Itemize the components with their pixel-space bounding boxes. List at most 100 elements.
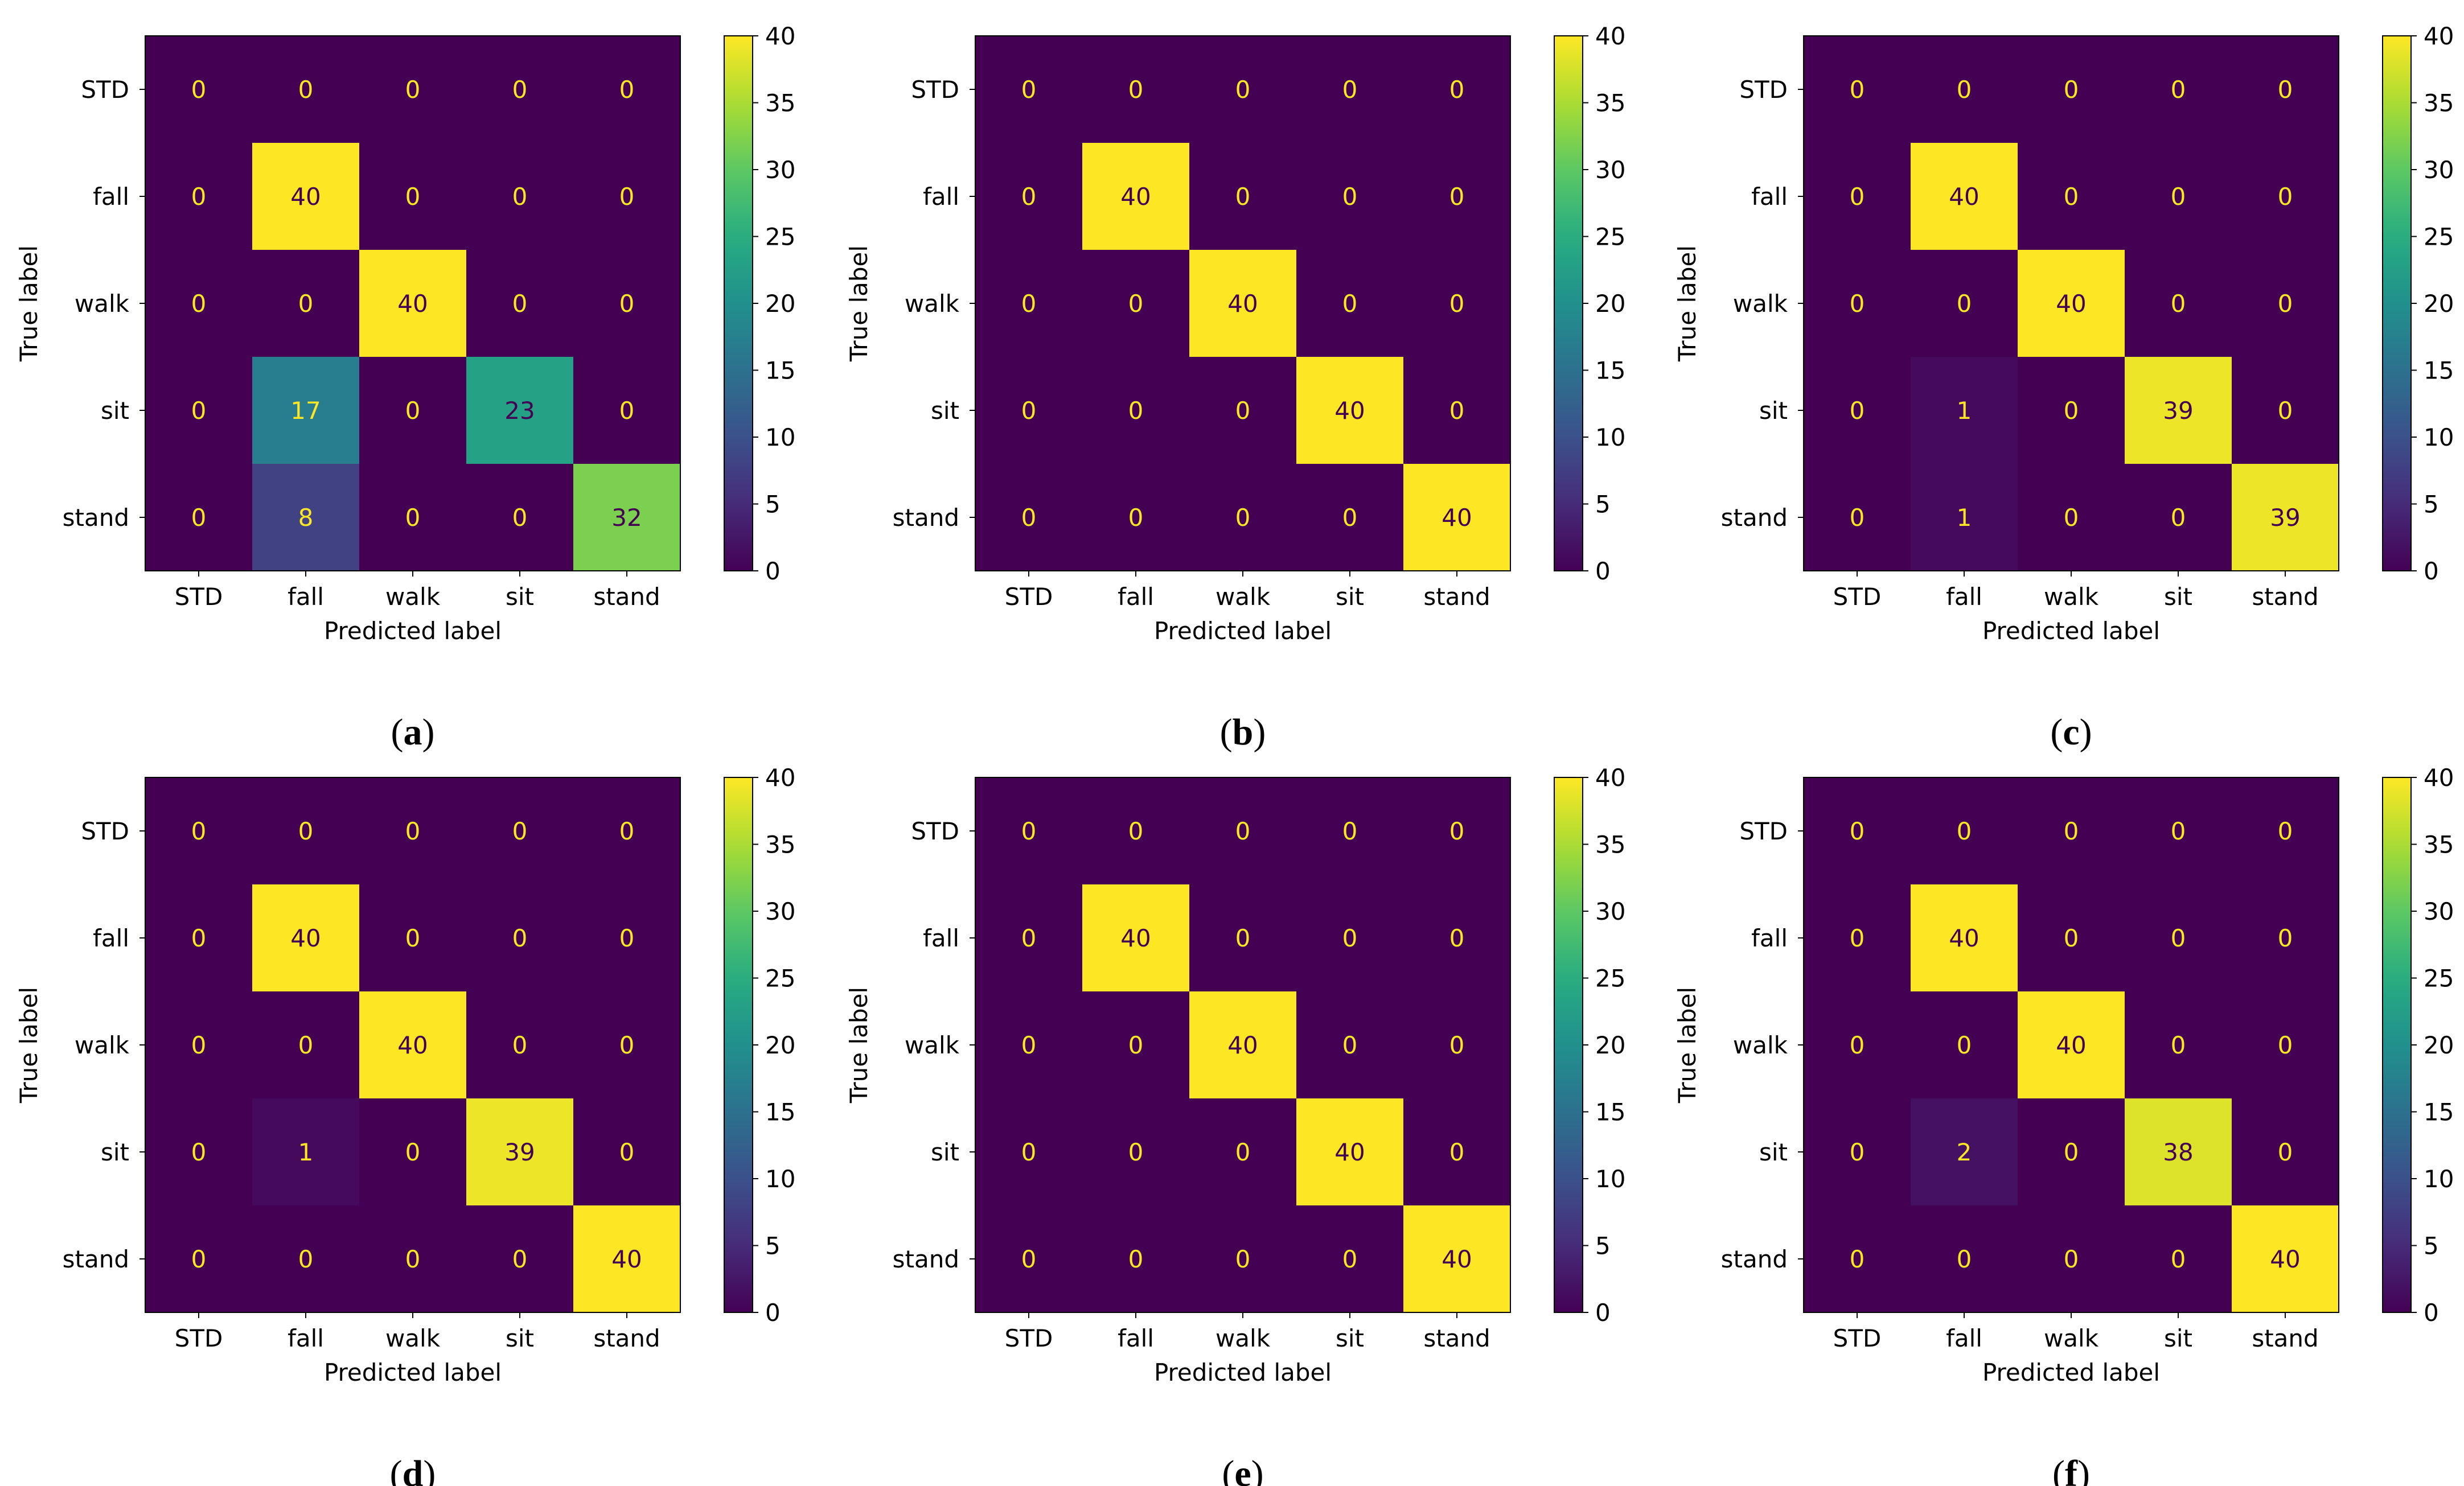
heatmap-cell — [1082, 143, 1189, 250]
cell-value: 0 — [1235, 1245, 1251, 1273]
colorbar-tick-label: 10 — [1595, 1165, 1625, 1193]
cell-value: 0 — [2064, 1245, 2079, 1273]
y-tick-label: fall — [93, 924, 129, 952]
heatmap-cell — [1189, 464, 1296, 571]
x-axis-label: Predicted label — [1154, 1359, 1332, 1386]
heatmap-cell — [2018, 143, 2125, 250]
cell-value: 0 — [191, 817, 207, 845]
cell-value: 0 — [1850, 924, 1865, 952]
heatmap-cell — [1296, 357, 1403, 464]
colorbar-tick-label: 0 — [765, 1299, 781, 1327]
heatmap-cell — [2125, 1098, 2232, 1205]
colorbar-tick-label: 40 — [1595, 22, 1625, 50]
x-tick-label: sit — [506, 1324, 534, 1352]
cell-value: 40 — [1227, 290, 1258, 318]
caption-paren-close: ) — [1253, 711, 1266, 753]
x-tick-label: STD — [1005, 1324, 1053, 1352]
x-tick-label: sit — [506, 583, 534, 611]
cell-value: 0 — [1342, 1031, 1358, 1059]
cell-value: 0 — [1957, 817, 1972, 845]
cell-value: 0 — [619, 817, 635, 845]
cell-value: 0 — [1342, 76, 1358, 104]
heatmap-cell — [2232, 991, 2339, 1098]
heatmap-cell — [1082, 1205, 1189, 1312]
caption-paren-close: ) — [2080, 711, 2092, 753]
cell-value: 0 — [2064, 817, 2079, 845]
panel-caption: (d) — [390, 1453, 436, 1486]
heatmap-cell — [1403, 357, 1510, 464]
x-axis-label: Predicted label — [1982, 617, 2160, 645]
cell-value: 0 — [405, 924, 421, 952]
y-tick-label: stand — [1721, 1245, 1788, 1273]
colorbar-tick-label: 30 — [765, 898, 795, 925]
y-tick-label: STD — [1739, 817, 1788, 845]
cell-value: 0 — [619, 183, 635, 211]
cell-value: 0 — [1128, 397, 1144, 425]
colorbar — [2382, 777, 2412, 1313]
caption-letter: d — [403, 1453, 424, 1486]
y-tick-label: walk — [75, 1031, 130, 1059]
heatmap-cell — [1296, 143, 1403, 250]
cell-value: 0 — [1957, 76, 1972, 104]
heatmap-cell — [1804, 36, 1911, 143]
cell-value: 0 — [619, 924, 635, 952]
caption-paren-open: ( — [391, 711, 404, 753]
colorbar-tick-label: 5 — [2424, 1232, 2439, 1260]
cell-value: 0 — [2171, 1245, 2186, 1273]
heatmap-cell — [1082, 991, 1189, 1098]
heatmap-cell — [1082, 1098, 1189, 1205]
heatmap-cell — [252, 884, 359, 991]
caption-paren-open: ( — [1220, 711, 1233, 753]
panel-caption: (e) — [1222, 1453, 1263, 1486]
heatmap-cell — [1189, 1205, 1296, 1312]
heatmap-cell — [252, 250, 359, 357]
heatmap-cell — [975, 1205, 1082, 1312]
heatmap-cell — [1804, 250, 1911, 357]
colorbar-tick-label: 5 — [765, 1232, 781, 1260]
colorbar-tick-label: 20 — [1595, 1031, 1625, 1059]
heatmap-cell — [2018, 884, 2125, 991]
panel-a: 0 0 0 0 0 0 40 0 0 0 0 0 40 0 0 0 17 0 23 0 0 8 0 0 32 STD STD fall… — [15, 22, 795, 753]
colorbar-tick-label: 25 — [2424, 223, 2454, 251]
cell-value: 0 — [2064, 76, 2079, 104]
heatmap-cell — [1082, 36, 1189, 143]
heatmap-cell — [2125, 250, 2232, 357]
heatmap-cell — [1189, 143, 1296, 250]
x-tick-label: STD — [1833, 1324, 1882, 1352]
cell-value: 0 — [1449, 924, 1465, 952]
cell-value: 0 — [1021, 1245, 1037, 1273]
cell-value: 40 — [1442, 1245, 1472, 1273]
cell-value: 0 — [2064, 924, 2079, 952]
y-axis-label: True label — [845, 245, 873, 362]
colorbar-tick-label: 30 — [765, 156, 795, 184]
heatmap-cell — [2232, 357, 2339, 464]
heatmap-cell — [975, 464, 1082, 571]
colorbar-tick-label: 35 — [2424, 89, 2454, 117]
cell-value: 0 — [2278, 183, 2293, 211]
cell-value: 0 — [405, 183, 421, 211]
x-tick-label: fall — [1946, 583, 1982, 611]
heatmap-cell — [1189, 250, 1296, 357]
colorbar-tick-label: 25 — [2424, 965, 2454, 993]
heatmap-cell — [145, 464, 252, 571]
cell-value: 0 — [298, 76, 314, 104]
cell-value: 40 — [1334, 397, 1365, 425]
colorbar-tick-label: 0 — [765, 557, 781, 585]
cell-value: 0 — [1128, 1031, 1144, 1059]
heatmap-cell — [1403, 884, 1510, 991]
heatmap-cell — [1804, 777, 1911, 884]
heatmap-cell — [252, 777, 359, 884]
heatmap-cell — [466, 884, 573, 991]
colorbar-tick-label: 15 — [765, 1098, 795, 1126]
heatmap-cell — [359, 991, 466, 1098]
heatmap-cell — [1911, 1205, 2018, 1312]
heatmap-cell — [2018, 357, 2125, 464]
cell-value: 40 — [290, 924, 321, 952]
colorbar-tick-label: 30 — [2424, 898, 2454, 925]
cell-value: 0 — [191, 1245, 207, 1273]
heatmap-cell — [573, 1098, 680, 1205]
panel-b: 0 0 0 0 0 0 40 0 0 0 0 0 40 0 0 0 0 0 40 0 0 0 0 0 40 STD STD fall f… — [845, 22, 1625, 753]
heatmap-cell — [145, 1205, 252, 1312]
cell-value: 40 — [1949, 183, 1979, 211]
cell-value: 0 — [1850, 1031, 1865, 1059]
